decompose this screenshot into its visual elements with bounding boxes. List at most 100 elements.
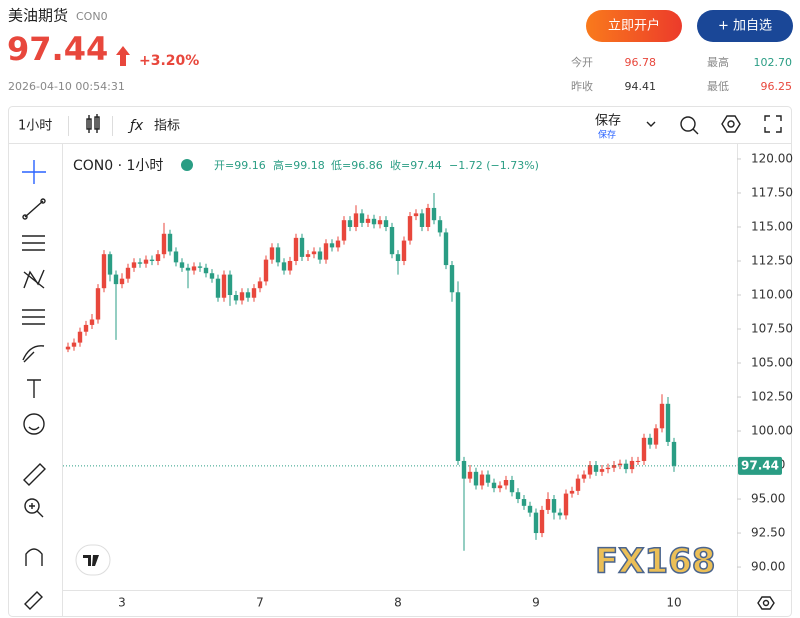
candle-body xyxy=(131,262,137,268)
x-tick-label: 7 xyxy=(256,596,264,610)
candle-body xyxy=(371,218,377,225)
y-tick-label: 120.00 xyxy=(751,151,793,165)
x-tick-label: 3 xyxy=(118,596,126,610)
candle-body xyxy=(659,403,665,429)
snapshot-icon[interactable] xyxy=(721,115,741,133)
save-sub: 保存 xyxy=(598,129,616,141)
candle-body xyxy=(77,331,83,343)
candle-body xyxy=(257,281,263,289)
settings-icon[interactable] xyxy=(680,116,699,135)
candle-body xyxy=(647,437,653,445)
candle-body xyxy=(143,259,149,264)
candle-body xyxy=(413,213,419,217)
candle-body xyxy=(329,243,335,248)
open-account-label[interactable]: 立即开户 xyxy=(608,18,660,34)
y-tick-label: 95.00 xyxy=(751,492,785,506)
candle-body xyxy=(629,460,635,470)
candle-body xyxy=(287,260,293,271)
candle-body xyxy=(227,274,233,295)
up-arrow xyxy=(116,46,130,66)
chart-frame xyxy=(8,106,792,617)
candle-body xyxy=(179,262,185,268)
candle-body xyxy=(443,232,449,266)
candle-body xyxy=(263,259,269,282)
x-tick-label: 8 xyxy=(394,596,402,610)
code: CON0 xyxy=(76,10,108,23)
candle-body xyxy=(191,266,197,271)
add-watch-button[interactable] xyxy=(697,10,793,42)
candle-body xyxy=(527,505,533,513)
drawing-tools[interactable] xyxy=(22,160,46,610)
save-dropdown[interactable] xyxy=(646,121,656,127)
legend-change: −1.72 (−1.73%) xyxy=(449,159,539,172)
tv-logo-mark xyxy=(83,555,99,566)
candle-body xyxy=(167,233,173,252)
interval[interactable]: 1小时 xyxy=(18,119,52,134)
candle-body xyxy=(95,288,101,320)
y-tick-label: 115.00 xyxy=(751,219,793,233)
y-tick-label: 100.00 xyxy=(751,424,793,438)
candle-body xyxy=(635,460,641,462)
candle-body xyxy=(431,207,437,221)
candle-body xyxy=(455,292,461,461)
visibility-icon[interactable] xyxy=(181,159,193,171)
last-price-label: 97.44 xyxy=(741,458,779,472)
candle-body xyxy=(383,220,389,227)
candle-body xyxy=(653,428,659,445)
y-tick-label: 102.50 xyxy=(751,390,793,404)
axis-settings-icon[interactable] xyxy=(757,596,775,610)
candle-body xyxy=(137,262,143,264)
candle-body xyxy=(401,240,407,261)
candle-body xyxy=(491,482,497,489)
stat-value: 94.41 xyxy=(625,80,657,93)
candle-body xyxy=(275,247,281,263)
save[interactable]: 保存 xyxy=(595,114,621,129)
candle-body xyxy=(251,288,257,298)
candle-body xyxy=(419,213,425,227)
candle-body xyxy=(353,213,359,227)
price: 97.44 xyxy=(7,30,108,68)
candle-body xyxy=(521,499,527,506)
candle-body xyxy=(575,478,581,491)
fullscreen-icon[interactable] xyxy=(764,115,782,133)
candle-body xyxy=(605,467,611,470)
candle-body xyxy=(557,512,563,516)
candle-body xyxy=(437,220,443,233)
fx-icon[interactable]: ƒx xyxy=(127,118,144,134)
candle-type-icon[interactable] xyxy=(86,114,100,133)
candle-body xyxy=(107,254,113,275)
candle-body xyxy=(119,278,125,285)
candle-body xyxy=(641,437,647,461)
add-watch-label[interactable]: + 加自选 xyxy=(718,19,772,34)
legend-open: 开=99.16 xyxy=(214,159,266,172)
y-tick-label: 90.00 xyxy=(751,560,785,574)
candle-body xyxy=(509,479,515,493)
candle-body xyxy=(101,254,107,289)
y-tick-label: 105.00 xyxy=(751,356,793,370)
open-account-button[interactable] xyxy=(586,10,682,42)
candle-body xyxy=(551,499,557,513)
candle-body xyxy=(245,292,251,298)
change: +3.20% xyxy=(139,53,199,69)
candle-body xyxy=(377,220,383,225)
candle-body xyxy=(485,474,491,483)
candle-body xyxy=(461,460,467,479)
legend-close: 收=97.44 xyxy=(390,158,442,172)
stat-label: 最低 xyxy=(707,80,729,93)
candle-body xyxy=(467,471,473,479)
candle-body xyxy=(173,251,179,263)
x-tick-label: 9 xyxy=(532,596,540,610)
candle-body xyxy=(593,465,599,472)
candle-body xyxy=(299,237,305,257)
candle-body xyxy=(425,207,431,227)
candle-body xyxy=(665,403,671,442)
candle-body xyxy=(389,226,395,255)
stat-label: 昨收 xyxy=(571,79,593,93)
candle-body xyxy=(149,259,155,261)
candle-body xyxy=(611,465,617,468)
candle-body xyxy=(113,274,119,285)
stat-label: 今开 xyxy=(571,55,593,69)
candle-body xyxy=(347,220,353,227)
indicators[interactable]: 指标 xyxy=(154,119,180,134)
candle-body xyxy=(599,469,605,472)
